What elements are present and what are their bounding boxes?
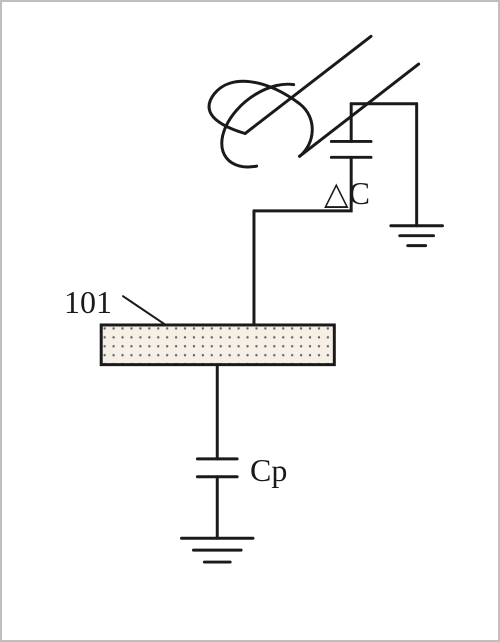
- wires: [101, 104, 442, 562]
- diagram-canvas: 101 △C Cp: [0, 0, 500, 642]
- circuit-diagram: [2, 2, 498, 640]
- label-cp: Cp: [250, 452, 287, 489]
- finger-icon: [209, 36, 419, 167]
- label-delta-c: △C: [324, 174, 370, 212]
- label-101: 101: [64, 284, 112, 321]
